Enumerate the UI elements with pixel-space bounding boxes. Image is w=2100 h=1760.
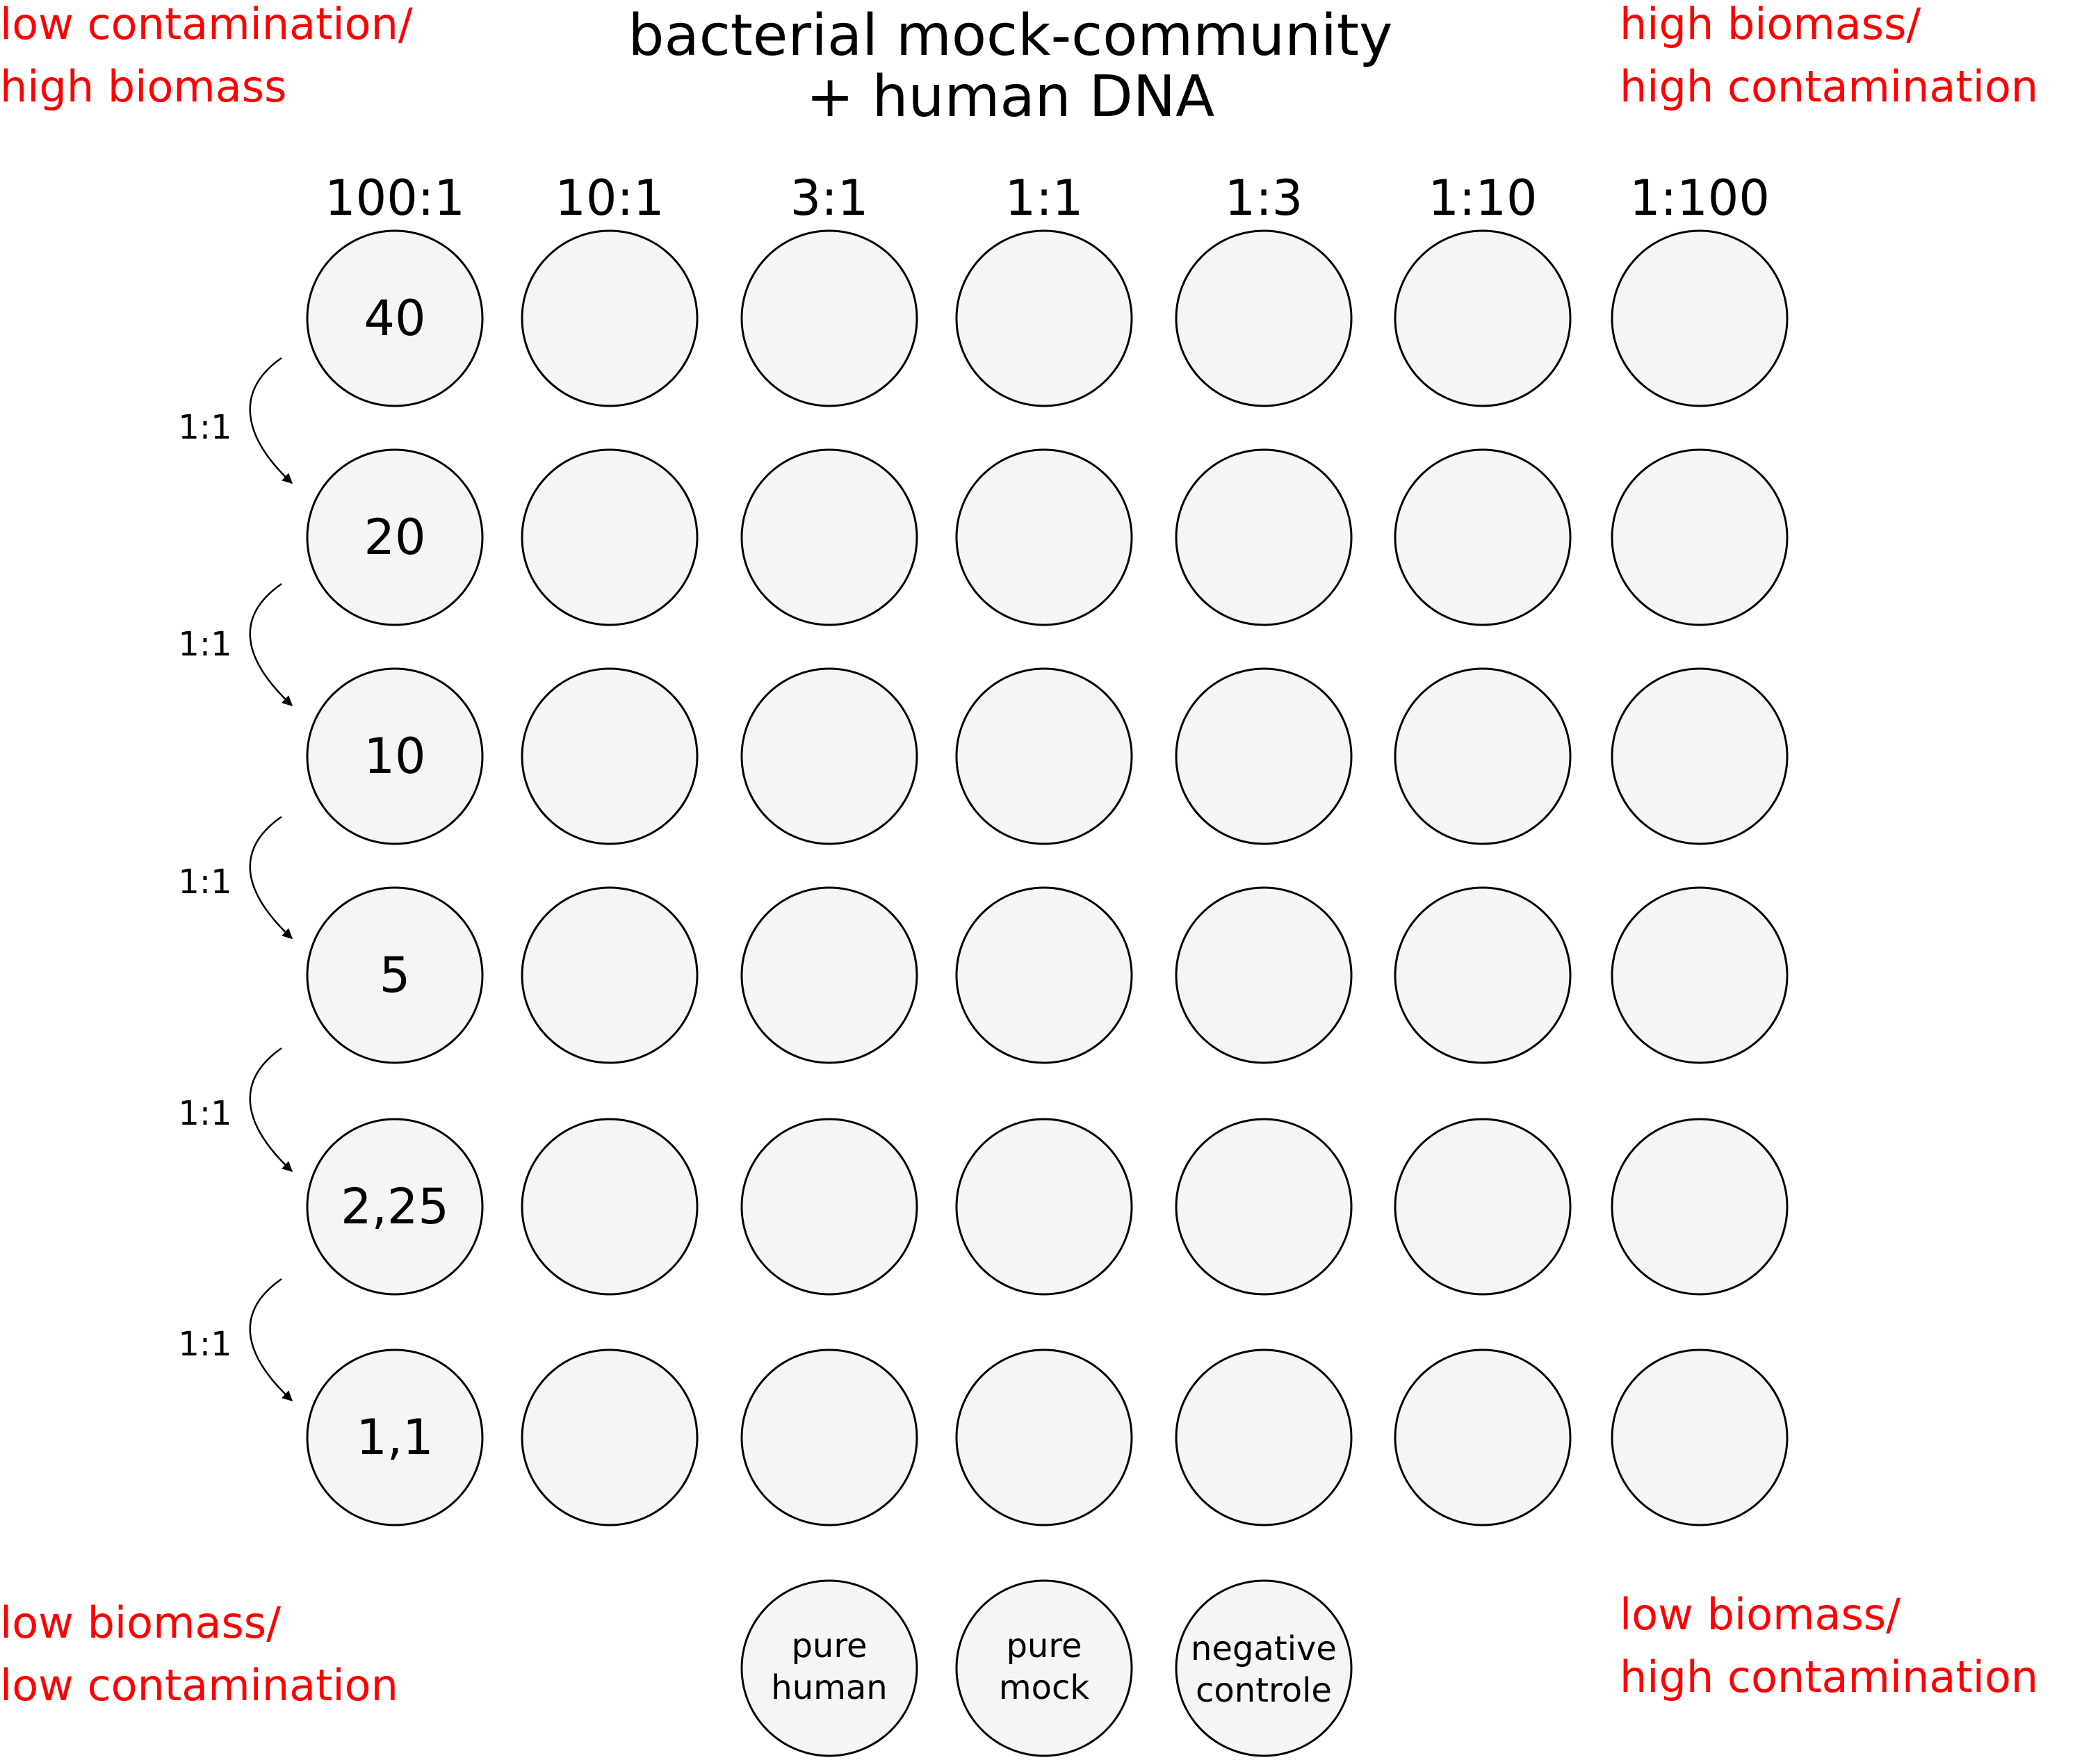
corner-line: high biomass bbox=[0, 61, 287, 112]
well bbox=[1611, 667, 1789, 845]
control-label-pure-mock: pure mock bbox=[957, 1625, 1131, 1709]
corner-line: high contamination bbox=[1620, 1652, 2039, 1702]
corner-line: low contamination/ bbox=[0, 0, 413, 49]
title-line: bacterial mock-community bbox=[628, 3, 1393, 69]
well bbox=[306, 229, 484, 407]
well bbox=[521, 667, 699, 845]
ratio-label: 100:1 bbox=[325, 170, 465, 227]
dilution-step-label: 1:1 bbox=[178, 863, 232, 902]
dilution-arrow bbox=[249, 1047, 293, 1173]
well bbox=[1394, 229, 1572, 407]
control-label-line: human bbox=[771, 1668, 888, 1707]
well bbox=[955, 448, 1133, 626]
well bbox=[740, 229, 918, 407]
well bbox=[1175, 667, 1353, 845]
well-value: 5 bbox=[379, 947, 411, 1004]
well bbox=[1394, 886, 1572, 1064]
well bbox=[521, 886, 699, 1064]
dilution-arrow bbox=[249, 1278, 293, 1402]
well bbox=[1175, 448, 1353, 626]
corner-line: low biomass/ bbox=[0, 1597, 281, 1648]
well bbox=[955, 667, 1133, 845]
dilution-step-label: 1:1 bbox=[178, 1094, 232, 1133]
corner-label-top-right: high biomass/ high contamination bbox=[1620, 0, 2038, 118]
ratio-label: 10:1 bbox=[555, 170, 665, 227]
well bbox=[1394, 667, 1572, 845]
dilution-step-label: 1:1 bbox=[178, 1325, 232, 1364]
dilution-arrow bbox=[249, 357, 293, 484]
well bbox=[1394, 1118, 1572, 1296]
control-label-line: mock bbox=[998, 1668, 1090, 1707]
well bbox=[306, 1118, 484, 1296]
well-value: 10 bbox=[364, 728, 426, 785]
control-well-negative-controle bbox=[1175, 1579, 1353, 1757]
dilution-arrow bbox=[249, 582, 293, 707]
well bbox=[306, 667, 484, 845]
well-value: 1,1 bbox=[356, 1409, 434, 1466]
well bbox=[1175, 229, 1353, 407]
well bbox=[1611, 1348, 1789, 1526]
ratio-label: 1:3 bbox=[1224, 170, 1303, 227]
diagram-title: bacterial mock-community + human DNA bbox=[417, 6, 1604, 128]
well bbox=[1175, 1118, 1353, 1296]
well bbox=[740, 1348, 918, 1526]
corner-line: high contamination bbox=[1620, 61, 2039, 112]
dilution-step-label: 1:1 bbox=[178, 408, 232, 447]
well bbox=[1394, 448, 1572, 626]
title-line: + human DNA bbox=[806, 64, 1215, 130]
well bbox=[521, 448, 699, 626]
well bbox=[1611, 1118, 1789, 1296]
well bbox=[955, 229, 1133, 407]
ratio-label: 1:10 bbox=[1428, 170, 1538, 227]
corner-label-bottom-right: low biomass/ high contamination bbox=[1620, 1583, 2038, 1709]
control-well-pure-mock bbox=[955, 1579, 1133, 1757]
well bbox=[306, 886, 484, 1064]
corner-line: high biomass/ bbox=[1620, 0, 1921, 49]
well bbox=[955, 1348, 1133, 1526]
control-well-pure-human bbox=[740, 1579, 918, 1757]
well bbox=[521, 1348, 699, 1526]
ratio-label: 1:1 bbox=[1004, 170, 1084, 227]
control-label-line: pure bbox=[791, 1627, 868, 1665]
well bbox=[1611, 886, 1789, 1064]
well bbox=[1175, 1348, 1353, 1526]
well bbox=[740, 667, 918, 845]
control-label-line: pure bbox=[1006, 1627, 1082, 1665]
well bbox=[306, 1348, 484, 1526]
dilution-step-label: 1:1 bbox=[178, 625, 232, 664]
corner-line: low biomass/ bbox=[1620, 1589, 1900, 1640]
ratio-label: 1:100 bbox=[1629, 170, 1770, 227]
well bbox=[740, 1118, 918, 1296]
ratio-label: 3:1 bbox=[790, 170, 869, 227]
well bbox=[1394, 1348, 1572, 1526]
corner-label-top-left: low contamination/ high biomass bbox=[0, 0, 413, 118]
corner-line: low contamination bbox=[0, 1660, 398, 1711]
well-value: 20 bbox=[364, 509, 426, 566]
control-label-negative-controle: negative controle bbox=[1177, 1628, 1351, 1711]
well bbox=[1611, 448, 1789, 626]
well bbox=[521, 1118, 699, 1296]
dilution-arrow bbox=[249, 815, 293, 940]
control-label-pure-human: pure human bbox=[742, 1625, 916, 1709]
well bbox=[1175, 886, 1353, 1064]
control-label-line: negative bbox=[1191, 1629, 1337, 1668]
well bbox=[521, 229, 699, 407]
well bbox=[306, 448, 484, 626]
well bbox=[740, 448, 918, 626]
well bbox=[1611, 229, 1789, 407]
control-label-line: controle bbox=[1196, 1671, 1332, 1710]
well bbox=[740, 886, 918, 1064]
corner-label-bottom-left: low biomass/ low contamination bbox=[0, 1592, 398, 1717]
well bbox=[955, 886, 1133, 1064]
well-value: 2,25 bbox=[341, 1178, 449, 1235]
well bbox=[955, 1118, 1133, 1296]
well-value: 40 bbox=[364, 290, 426, 347]
